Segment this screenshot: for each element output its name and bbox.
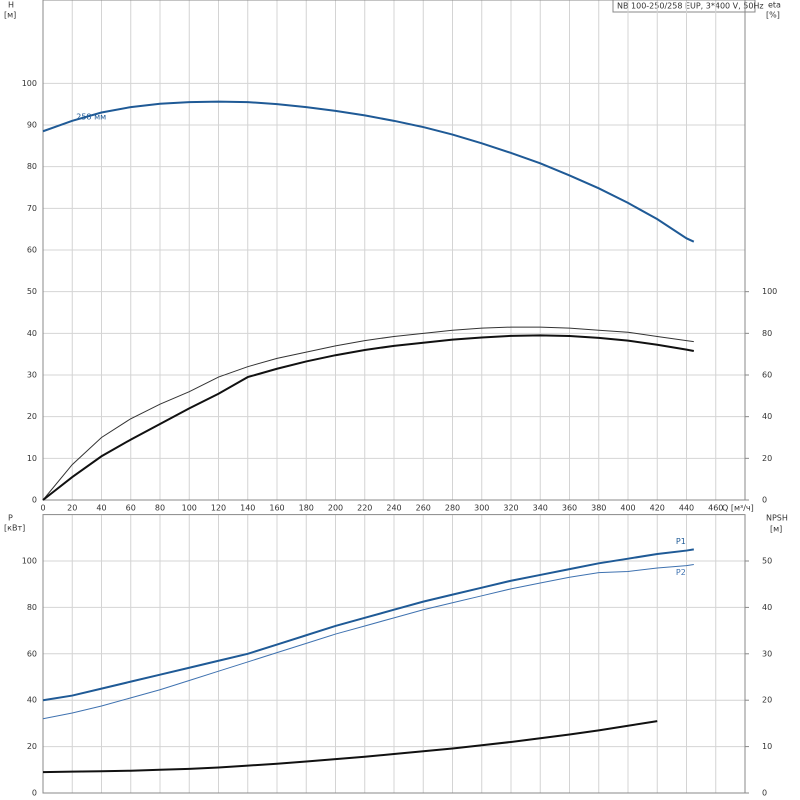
y-tick-label: 90 — [27, 121, 37, 130]
y-tick-label: 20 — [27, 412, 37, 421]
title-box — [612, 0, 756, 13]
x-tick-label: 220 — [357, 504, 372, 513]
x-tick-label: 200 — [328, 504, 343, 513]
x-tick-label: 440 — [679, 504, 694, 513]
curve — [42, 720, 658, 774]
y2-tick-label: 80 — [762, 329, 772, 338]
y-tick-label: 30 — [27, 371, 37, 380]
y2-tick-label: 40 — [762, 603, 772, 612]
x-tick-label: 80 — [155, 504, 165, 513]
x-tick-label: 340 — [533, 504, 548, 513]
y-tick-label: 40 — [27, 696, 37, 705]
x-tick-label: 400 — [620, 504, 635, 513]
y2-tick-label: 0 — [762, 496, 767, 505]
y-axis-label: H — [8, 1, 14, 10]
x-tick-label: 460 — [708, 504, 723, 513]
x-axis-label: Q [м³/ч] — [722, 504, 754, 513]
y-axis-unit: [кВт] — [4, 524, 25, 533]
x-tick-label: 240 — [386, 504, 401, 513]
y2-axis-label: eta — [768, 1, 781, 10]
curve — [42, 548, 694, 702]
y2-tick-label: 60 — [762, 371, 772, 380]
curve — [42, 334, 695, 501]
y2-tick-label: 50 — [762, 557, 772, 566]
x-tick-label: 60 — [126, 504, 136, 513]
y2-tick-label: 40 — [762, 412, 772, 421]
series-label: P2 — [676, 568, 686, 577]
y2-tick-label: 0 — [762, 789, 767, 798]
x-tick-label: 20 — [67, 504, 77, 513]
x-tick-label: 120 — [211, 504, 226, 513]
y-axis-label: P — [8, 514, 13, 523]
series-label: 258 мм — [76, 112, 106, 121]
x-tick-label: 380 — [591, 504, 606, 513]
plot-frame — [42, 0, 746, 501]
x-tick-label: 140 — [240, 504, 255, 513]
y-tick-label: 60 — [27, 246, 37, 255]
y-tick-label: 60 — [27, 649, 37, 658]
y-tick-label: 100 — [22, 557, 37, 566]
y-tick-label: 20 — [27, 742, 37, 751]
y2-axis-label: NPSH — [766, 514, 788, 523]
x-tick-label: 100 — [182, 504, 197, 513]
y2-tick-label: 20 — [762, 696, 772, 705]
y2-axis-unit: [%] — [766, 11, 780, 20]
x-tick-label: 280 — [445, 504, 460, 513]
curve — [42, 326, 694, 501]
x-tick-label: 160 — [269, 504, 284, 513]
y-tick-label: 50 — [27, 287, 37, 296]
plot-frame — [42, 514, 746, 794]
x-tick-label: 260 — [416, 504, 431, 513]
y-tick-label: 10 — [27, 454, 37, 463]
chart-title: NB 100-250/258 EUP, 3*400 V, 50Hz — [617, 2, 764, 11]
curve — [42, 100, 695, 243]
x-tick-label: 180 — [299, 504, 314, 513]
y-tick-label: 40 — [27, 329, 37, 338]
y-tick-label: 0 — [32, 789, 37, 798]
series-label: P1 — [676, 537, 686, 546]
y2-tick-label: 100 — [762, 287, 777, 296]
y-axis-unit: [м] — [4, 11, 16, 20]
y-tick-label: 70 — [27, 204, 37, 213]
curve — [42, 563, 694, 720]
x-tick-label: 420 — [650, 504, 665, 513]
x-tick-label: 300 — [474, 504, 489, 513]
y2-tick-label: 10 — [762, 742, 772, 751]
y-tick-label: 100 — [22, 79, 37, 88]
y-tick-label: 80 — [27, 603, 37, 612]
x-tick-label: 0 — [40, 504, 45, 513]
x-tick-label: 320 — [503, 504, 518, 513]
y-tick-label: 0 — [32, 496, 37, 505]
y2-axis-unit: [м] — [770, 525, 782, 534]
y2-tick-label: 30 — [762, 649, 772, 658]
x-tick-label: 40 — [96, 504, 106, 513]
y2-tick-label: 20 — [762, 454, 772, 463]
y-tick-label: 80 — [27, 162, 37, 171]
x-tick-label: 360 — [562, 504, 577, 513]
